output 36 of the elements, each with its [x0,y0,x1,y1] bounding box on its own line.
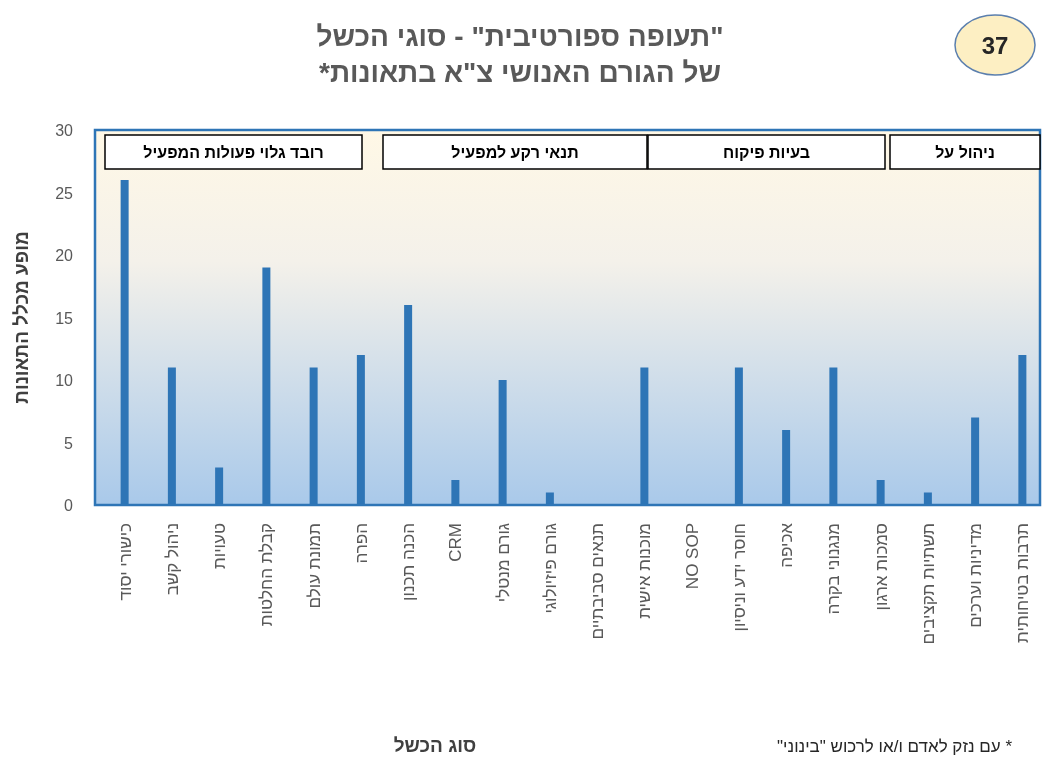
x-tick-label: תשתיות תקציבים [918,523,938,645]
x-tick-label: טעויות [210,523,230,569]
y-tick-label: 20 [55,247,74,264]
x-tick-label: NO SOP [682,523,702,590]
y-tick-label: 30 [55,122,74,139]
x-tick-label: מנגנוני בקרה [824,523,844,615]
x-axis-title: סוג הכשל [393,735,477,756]
x-tick-label: תמונת עולם [304,523,324,609]
x-tick-label: הכנה תכנון [399,523,419,601]
y-tick-label: 15 [55,309,74,327]
x-tick-label: קבלת החלטות [257,523,277,627]
x-tick-label: סמכות ארגון [871,523,891,611]
x-tick-label: מדיניות וערכים [966,523,986,628]
x-tick-label: תרבות בטיחותית [1013,523,1033,643]
x-tick-label: מוכנות אישית [635,523,655,619]
y-tick-label: 0 [64,497,74,514]
y-axis-title: מופע מכלל התאונות [11,231,32,404]
y-tick-label: 25 [55,184,74,202]
annotation: בעיות פיקוח [722,144,811,161]
x-tick-label: אכיפה [777,522,797,568]
x-tick-label: תנאים סביבתיים [588,523,608,640]
annotation: תנאי רקע למפעיל [451,144,579,161]
x-tick-label: חוסר ידע וניסיון [729,523,749,632]
text: * עם נזק לאדם ו/או לרכוש "בינוני" [777,737,1013,756]
chart-title: "תעופה ספורטיבית" - סוגי הכשל של הגורם האנושי צ"א בתאונות* [316,21,724,88]
text: 37 [981,32,1009,59]
annotation: רובד גלוי פעולות המפעיל [143,144,324,161]
x-tick-label: כישורי יסוד [115,523,135,601]
x-tick-label: ניהול קשב [162,523,182,596]
y-tick-label: 5 [64,434,74,452]
x-tick-label: גורם מנטלי [493,523,513,603]
annotation: ניהול על [935,144,995,161]
y-tick-label: 10 [55,372,74,389]
x-tick-label: הפרה [351,523,371,564]
x-tick-label: גורם פיזיולוגי [540,523,560,614]
x-tick-label: CRM [446,523,466,562]
